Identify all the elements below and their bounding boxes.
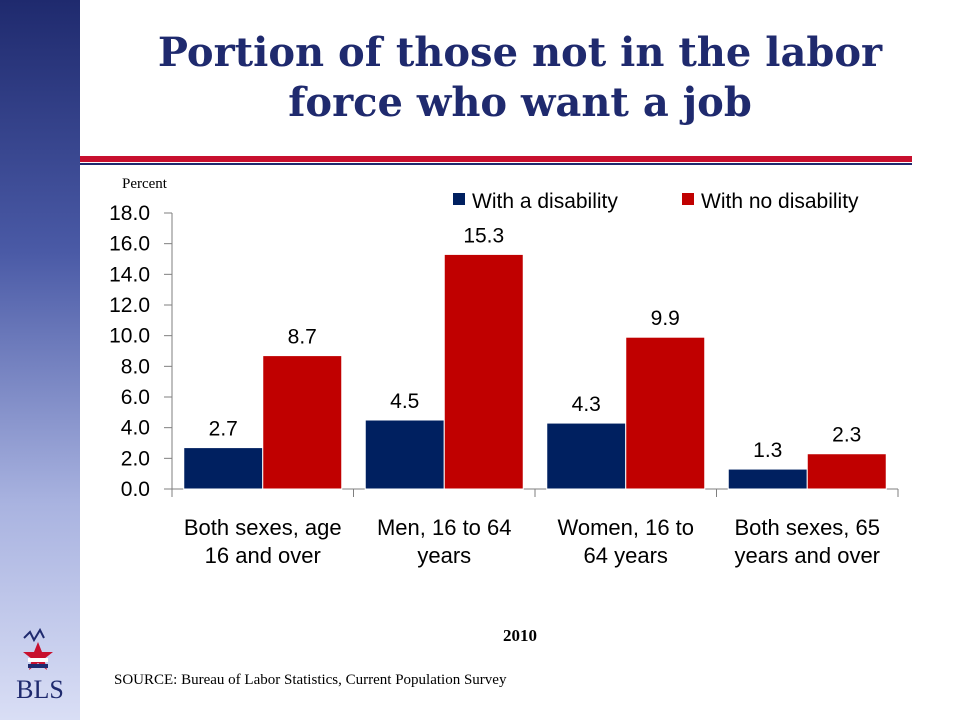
- category-label: years and over: [734, 543, 880, 568]
- category-label: Women, 16 to: [557, 515, 694, 540]
- category-label: Both sexes, age: [184, 515, 342, 540]
- bar-no-disability: [262, 355, 343, 490]
- bar-with-disability: [727, 468, 808, 490]
- y-tick-label: 6.0: [121, 386, 150, 409]
- y-tick-label: 8.0: [121, 355, 150, 378]
- sidebar-gradient: [0, 0, 80, 720]
- legend-label: With no disability: [701, 190, 859, 213]
- page-title: Portion of those not in the labor force …: [157, 29, 883, 126]
- bar-with-disability: [364, 419, 445, 490]
- title-rule-blue: [80, 163, 912, 165]
- y-tick-label: 10.0: [109, 325, 150, 348]
- bar-no-disability: [806, 453, 887, 490]
- bls-logo: BLS: [8, 627, 72, 708]
- data-label: 4.5: [390, 390, 419, 413]
- y-tick-label: 4.0: [121, 417, 150, 440]
- data-label: 4.3: [572, 393, 601, 416]
- y-tick-label: 0.0: [121, 478, 150, 501]
- data-label: 1.3: [753, 439, 782, 462]
- bar-no-disability: [443, 253, 524, 490]
- y-tick-label: 16.0: [109, 233, 150, 256]
- logo-text: BLS: [16, 675, 64, 704]
- category-label: 64 years: [584, 543, 668, 568]
- data-label: 2.3: [832, 424, 861, 447]
- legend-swatch: [682, 193, 694, 205]
- bls-eagle-star-icon: BLS: [16, 627, 64, 704]
- data-label: 15.3: [463, 224, 504, 247]
- y-tick-label: 18.0: [109, 202, 150, 225]
- x-axis-label: 2010: [503, 626, 537, 645]
- data-label: 9.9: [651, 307, 680, 330]
- y-tick-label: 2.0: [121, 447, 150, 470]
- y-tick-label: 12.0: [109, 294, 150, 317]
- bar-no-disability: [625, 336, 706, 490]
- category-label: 16 and over: [205, 543, 321, 568]
- category-label: Both sexes, 65: [734, 515, 880, 540]
- y-tick-label: 14.0: [109, 263, 150, 286]
- bar-with-disability: [546, 422, 627, 490]
- data-label: 8.7: [288, 326, 317, 349]
- legend-label: With a disability: [472, 190, 618, 213]
- category-label: Men, 16 to 64: [377, 515, 512, 540]
- source-note: SOURCE: Bureau of Labor Statistics, Curr…: [114, 672, 507, 688]
- data-label: 2.7: [209, 418, 238, 441]
- title-rule-red: [80, 156, 912, 162]
- bar-with-disability: [183, 447, 264, 490]
- y-axis-label: Percent: [122, 176, 167, 192]
- legend-swatch: [453, 193, 465, 205]
- category-label: years: [417, 543, 471, 568]
